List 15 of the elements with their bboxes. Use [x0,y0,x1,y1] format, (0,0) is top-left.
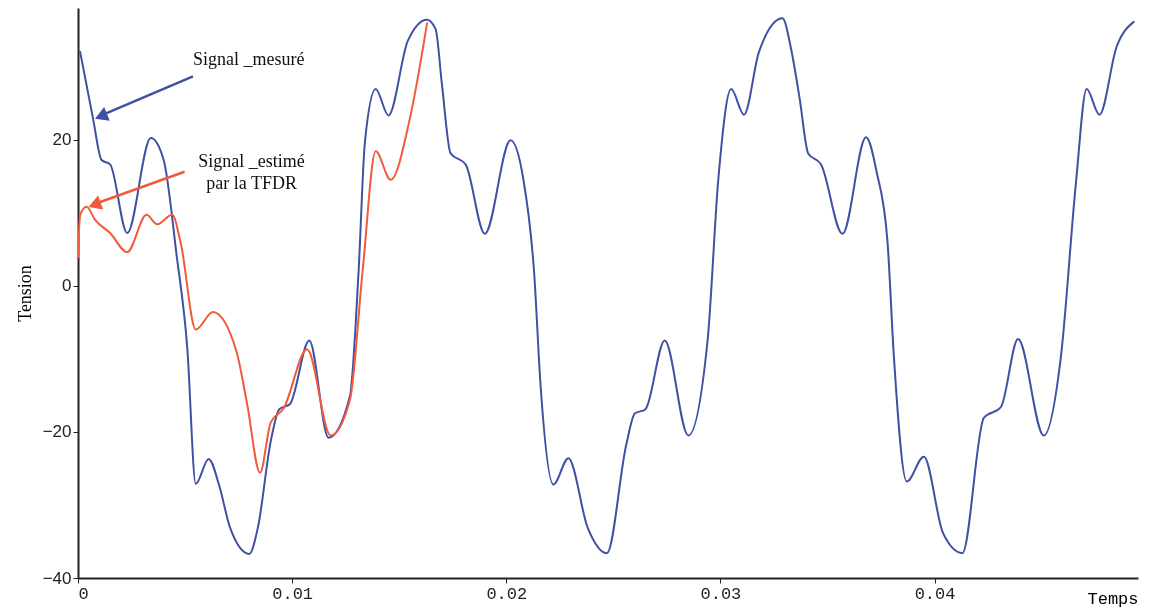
line-series [78,22,429,474]
y-axis-title: Tension [14,265,35,322]
line-series [79,17,1135,555]
x-axis-title: Temps [1087,589,1139,609]
y-tick-label: 20 [52,130,72,150]
annotation: Signal _mesuré [192,49,305,70]
x-tick-label: 0.02 [486,584,528,604]
y-tick-label: 0 [62,276,72,296]
x-tick-label: 0.01 [272,584,314,604]
x-tick-label: 0.03 [700,584,742,604]
annotation: Signal _estimé par la TFDR [198,150,305,193]
y-tick-label: −20 [42,422,72,442]
x-tick-label: 0 [78,584,89,604]
x-tick-label: 0.04 [914,584,956,604]
y-tick-label: −40 [42,568,72,588]
